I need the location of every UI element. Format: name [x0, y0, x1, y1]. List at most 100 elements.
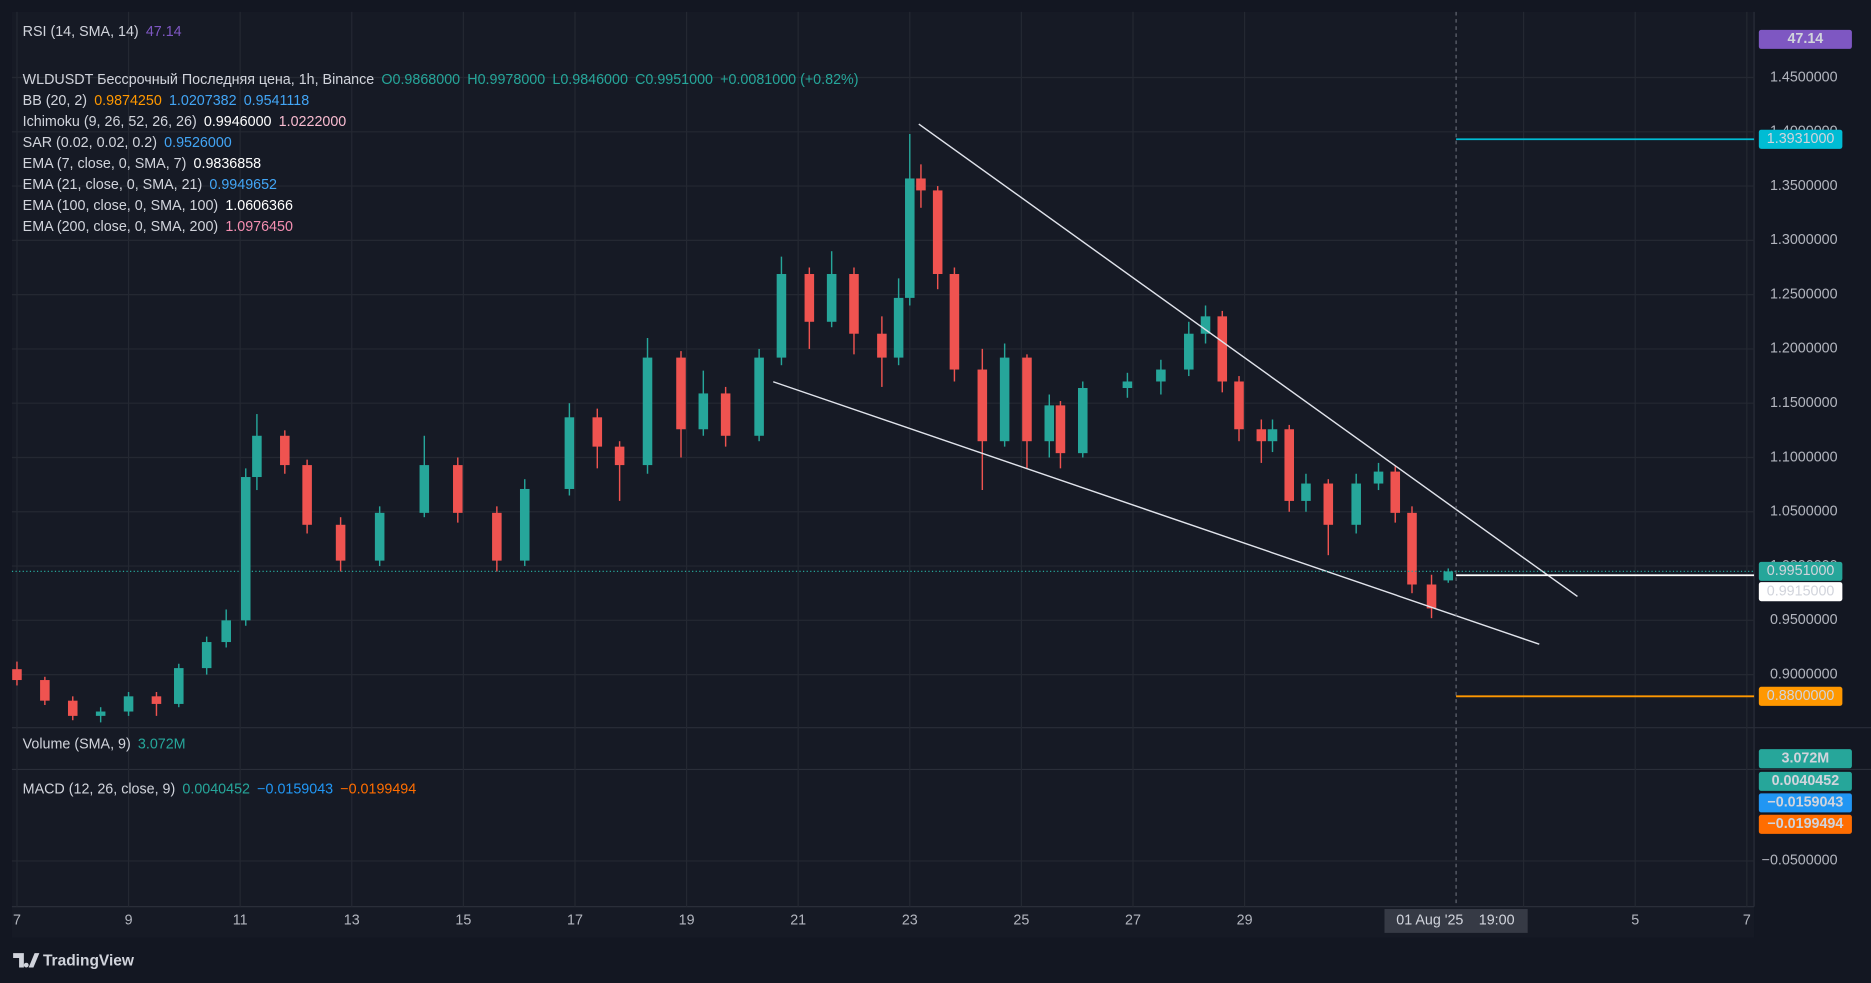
legend-text: 0.9541118: [244, 93, 310, 109]
candle-body: [252, 435, 262, 478]
x-tick-label: 21: [790, 913, 806, 929]
y-tick-label: 0.9000000: [1770, 666, 1838, 682]
legend-row: EMA (100, close, 0, SMA, 100) 1.0606366: [23, 198, 293, 214]
candle-body: [1284, 429, 1295, 501]
legend-row: Ichimoku (9, 26, 52, 26, 26) 0.9946000 1.0…: [23, 114, 347, 130]
candle-body: [1323, 483, 1334, 525]
x-tick-label: 25: [1013, 913, 1029, 929]
x-tick-label: 29: [1237, 913, 1253, 929]
x-tick-label: 11: [233, 913, 248, 929]
price-tag-label: 0.9951000: [1767, 563, 1835, 579]
candle-body: [564, 417, 575, 489]
legend-text: 0.9874250: [94, 93, 162, 109]
price-tag: [1758, 129, 1843, 149]
pane-tag-label: 3.072M: [1782, 751, 1830, 767]
legend-text: L0.9846000: [552, 72, 628, 88]
overlay: 1.45000001.40000001.35000001.30000001.25…: [11, 11, 1852, 933]
legend-text: 1.0606366: [225, 198, 293, 214]
candle-body: [754, 357, 764, 436]
candle-body: [453, 465, 463, 513]
pane-tag-label: −0.0199494: [1767, 816, 1843, 832]
candle-body: [1122, 381, 1133, 389]
candle-body: [1217, 316, 1228, 382]
trend-line[interactable]: [772, 381, 1540, 645]
candle-body: [1407, 512, 1417, 585]
candle-body: [916, 178, 926, 191]
legend-row: EMA (21, close, 0, SMA, 21) 0.9949652: [23, 177, 277, 193]
legend-text: EMA (7, close, 0, SMA, 7): [23, 156, 187, 172]
pane-tag: [1758, 749, 1852, 769]
x-tick-label: 23: [902, 913, 918, 929]
legend-text: 0.9946000: [204, 114, 272, 130]
x-tick-label: 19: [679, 913, 695, 929]
x-tick-label: 15: [455, 913, 471, 929]
y-tick-label: 1.4500000: [1770, 69, 1838, 85]
legend-text: EMA (200, close, 0, SMA, 200): [23, 219, 219, 235]
candle-body: [592, 417, 603, 447]
candle-body: [492, 512, 502, 561]
y-tick-label: 1.3500000: [1770, 178, 1838, 194]
x-tick-label: 9: [125, 913, 133, 929]
price-tag-label: 0.8800000: [1767, 688, 1835, 704]
x-tick-label: 7: [13, 913, 21, 929]
pane-tag-label: −0.0159043: [1767, 795, 1843, 811]
price-tag: [1758, 686, 1843, 706]
candle-body: [849, 274, 859, 334]
candle-body: [676, 357, 686, 430]
legend-row: SAR (0.02, 0.02, 0.2) 0.9526000: [23, 135, 232, 151]
legend-text: 1.0976450: [225, 219, 293, 235]
candle-body: [302, 465, 312, 525]
legend-text: 0.9949652: [209, 177, 277, 193]
y-tick-label: 1.2500000: [1770, 286, 1838, 302]
plot-area: [11, 11, 1755, 938]
candle-body: [893, 297, 904, 358]
y-tick-label: 1.0500000: [1770, 504, 1838, 520]
candle-body: [280, 435, 290, 466]
candle-body: [123, 696, 134, 712]
pane-tag: [1758, 793, 1852, 813]
candle-body: [720, 393, 731, 436]
candle-body: [1426, 584, 1437, 609]
y-tick-label: 1.1500000: [1770, 395, 1838, 411]
candle-body: [826, 274, 837, 322]
candle-body: [977, 369, 988, 442]
logo-icon: [13, 953, 40, 968]
trend-line[interactable]: [918, 123, 1578, 598]
candle-body: [240, 477, 251, 621]
legend-row: Volume (SMA, 9) 3.072M: [23, 736, 186, 752]
pane-tag-label: 0.0040452: [1772, 773, 1840, 789]
candle-body: [519, 488, 530, 561]
pane-tag-label: 47.14: [1787, 31, 1823, 47]
legend-row: EMA (7, close, 0, SMA, 7) 0.9836858: [23, 156, 262, 172]
legend-row: MACD (12, 26, close, 9) 0.0040452 −0.01590…: [23, 782, 417, 798]
candle-body: [174, 668, 184, 704]
candle-body: [95, 711, 106, 716]
price-tag: [1758, 561, 1843, 581]
legend-text: 0.9836858: [194, 156, 262, 172]
candle-body: [1267, 429, 1278, 442]
price-tag-label: 1.3931000: [1767, 131, 1835, 147]
candle-body: [1351, 483, 1361, 525]
pane-tag: [1758, 771, 1852, 791]
candle-body: [877, 333, 887, 358]
legend-text: 0.9526000: [164, 135, 232, 151]
footer-brand: TradingView: [43, 953, 135, 970]
candle-body: [201, 642, 212, 669]
candle-body: [67, 700, 78, 716]
candle-body: [1077, 388, 1088, 454]
legend-text: +0.0081000 (+0.82%): [720, 72, 858, 88]
legend-text: SAR (0.02, 0.02, 0.2): [23, 135, 157, 151]
legend-text: 1.0222000: [279, 114, 347, 130]
legend-text: 0.0040452: [182, 782, 250, 798]
candles: [12, 133, 1454, 723]
pane-tag: [1758, 814, 1852, 834]
legend-text: O0.9868000: [381, 72, 460, 88]
candle-body: [1022, 357, 1032, 442]
candle-body: [1044, 405, 1055, 442]
candle-body: [335, 524, 346, 561]
candle-body: [221, 620, 231, 643]
legend-text: 3.072M: [138, 736, 186, 752]
x-tick-label: 5: [1631, 913, 1639, 929]
candle-body: [642, 357, 653, 466]
legend-text: C0.9951000: [635, 72, 713, 88]
